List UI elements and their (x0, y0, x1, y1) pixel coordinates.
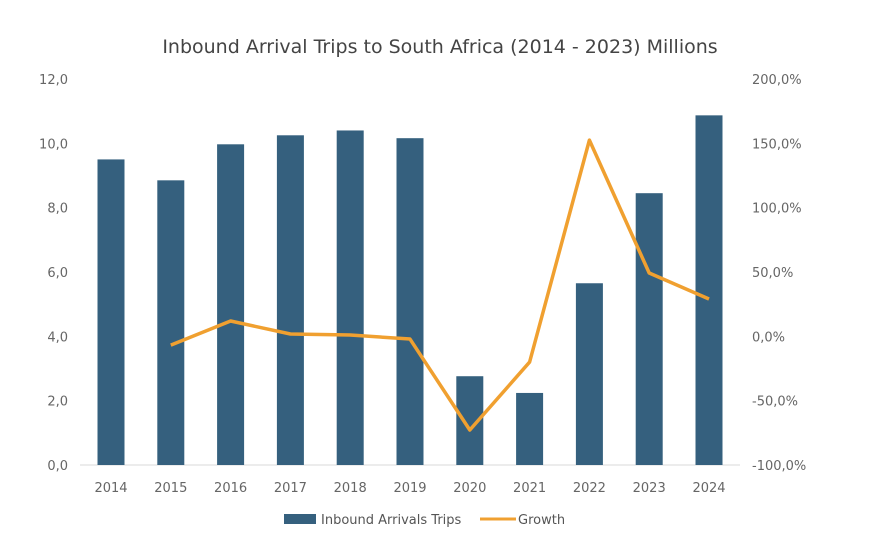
bar-2022 (576, 283, 603, 465)
x-tick-label: 2014 (94, 481, 127, 496)
x-tick-label: 2021 (513, 481, 546, 496)
legend: Inbound Arrivals Trips Growth (284, 513, 565, 528)
right-tick-label: -50,0% (752, 395, 798, 410)
bar-2019 (397, 138, 424, 465)
left-tick-label: 2,0 (47, 395, 68, 410)
bar-2016 (217, 144, 244, 465)
left-tick-label: 12,0 (39, 73, 68, 88)
legend-label-line: Growth (518, 513, 565, 528)
bar-2015 (157, 180, 184, 465)
x-tick-label: 2017 (274, 481, 307, 496)
bar-2017 (277, 135, 304, 465)
x-tick-label: 2024 (692, 481, 725, 496)
left-tick-label: 8,0 (47, 202, 68, 217)
bar-2024 (696, 115, 723, 465)
bar-2014 (98, 159, 125, 465)
x-tick-label: 2015 (154, 481, 187, 496)
right-tick-label: 200,0% (752, 73, 802, 88)
x-tick-label: 2022 (573, 481, 606, 496)
left-tick-label: 6,0 (47, 266, 68, 281)
x-tick-label: 2020 (453, 481, 486, 496)
chart-title: Inbound Arrival Trips to South Africa (2… (162, 36, 717, 58)
left-tick-label: 0,0 (47, 459, 68, 474)
x-tick-label: 2019 (393, 481, 426, 496)
x-tick-label: 2023 (633, 481, 666, 496)
left-tick-label: 4,0 (47, 330, 68, 345)
bar-2018 (337, 130, 364, 465)
left-tick-label: 10,0 (39, 137, 68, 152)
right-tick-label: -100,0% (752, 459, 806, 474)
legend-swatch-bars (284, 514, 316, 524)
legend-label-bars: Inbound Arrivals Trips (321, 513, 462, 528)
x-tick-label: 2016 (214, 481, 247, 496)
bar-2023 (636, 193, 663, 465)
right-tick-label: 100,0% (752, 202, 802, 217)
x-tick-label: 2018 (334, 481, 367, 496)
right-tick-label: 150,0% (752, 137, 802, 152)
right-tick-label: 50,0% (752, 266, 793, 281)
bar-2021 (516, 393, 543, 465)
right-tick-label: 0,0% (752, 330, 785, 345)
growth-line (171, 140, 709, 430)
